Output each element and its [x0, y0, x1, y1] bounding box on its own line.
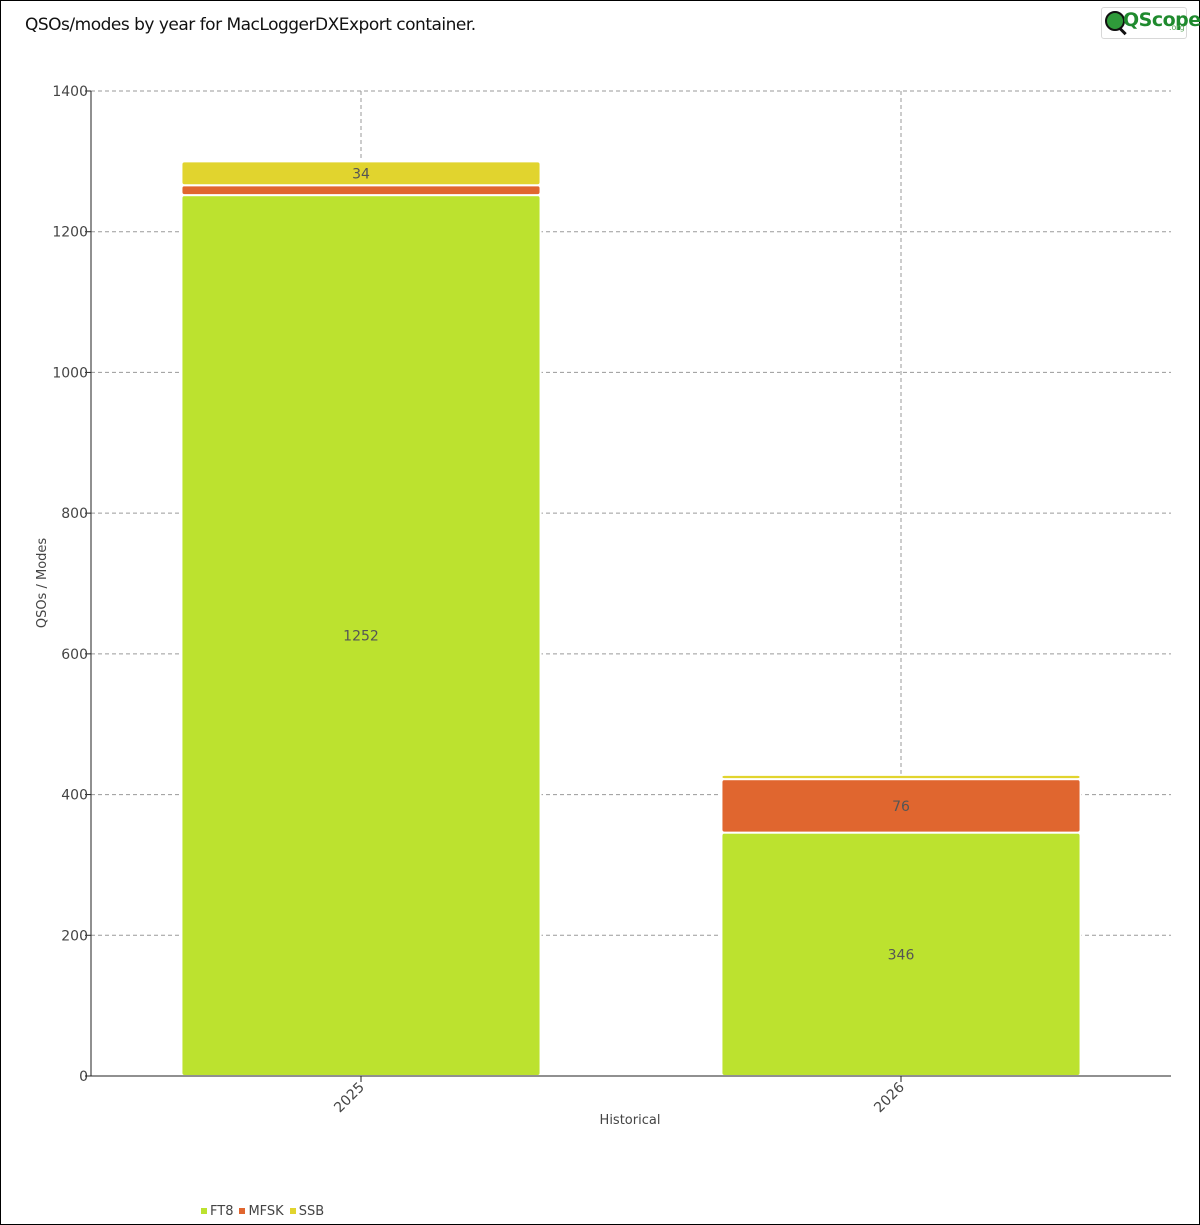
- y-tick-label: 400: [61, 788, 88, 804]
- bar-segment-mfsk-2025: [180, 184, 542, 197]
- qscope-logo[interactable]: QScope .org: [1101, 7, 1200, 39]
- bars: [180, 160, 1082, 1077]
- data-label-ft8-2026: 346: [888, 947, 915, 963]
- legend-label-ssb: SSB: [298, 1203, 325, 1219]
- y-tick-label: 800: [61, 506, 88, 522]
- data-label-ssb-2025: 34: [352, 166, 370, 182]
- x-tick-label: 2025: [331, 1080, 368, 1117]
- bar-segment-ssb-2026: [720, 773, 1082, 781]
- legend: FT8 MFSK SSB: [201, 1201, 324, 1221]
- x-tick-label: 2026: [871, 1079, 908, 1116]
- legend-label-mfsk: MFSK: [248, 1203, 284, 1219]
- chart-title: QSOs/modes by year for MacLoggerDXExport…: [25, 15, 476, 35]
- y-tick-label: 200: [61, 928, 88, 944]
- globe-magnifier-icon: [1105, 11, 1125, 31]
- legend-label-ft8: FT8: [210, 1203, 234, 1219]
- data-label-ft8-2025: 1252: [343, 629, 379, 645]
- legend-swatch-ft8: [201, 1208, 207, 1214]
- legend-swatch-mfsk: [239, 1208, 246, 1214]
- x-axis-label: Historical: [600, 1113, 661, 1128]
- y-tick-label: 600: [61, 647, 88, 663]
- y-tick-label: 1400: [52, 84, 88, 100]
- legend-swatch-ssb: [289, 1208, 296, 1214]
- bar-segment-ssb-2025: [180, 160, 542, 187]
- data-label-mfsk-2026: 76: [892, 799, 910, 815]
- y-axis-label: QSOs / Modes: [35, 538, 50, 629]
- y-tick-label: 1000: [52, 365, 88, 381]
- legend-item-ft8[interactable]: FT8: [201, 1204, 233, 1219]
- y-tick-label: 1200: [52, 225, 88, 241]
- legend-item-ssb[interactable]: SSB: [289, 1203, 325, 1219]
- y-tick-label: 0: [79, 1069, 88, 1085]
- data-labels: 1252 34 346 76: [343, 166, 914, 963]
- logo-tld: .org: [1169, 23, 1185, 32]
- legend-item-mfsk[interactable]: MFSK: [239, 1203, 284, 1219]
- logo-word: QScope: [1123, 9, 1200, 31]
